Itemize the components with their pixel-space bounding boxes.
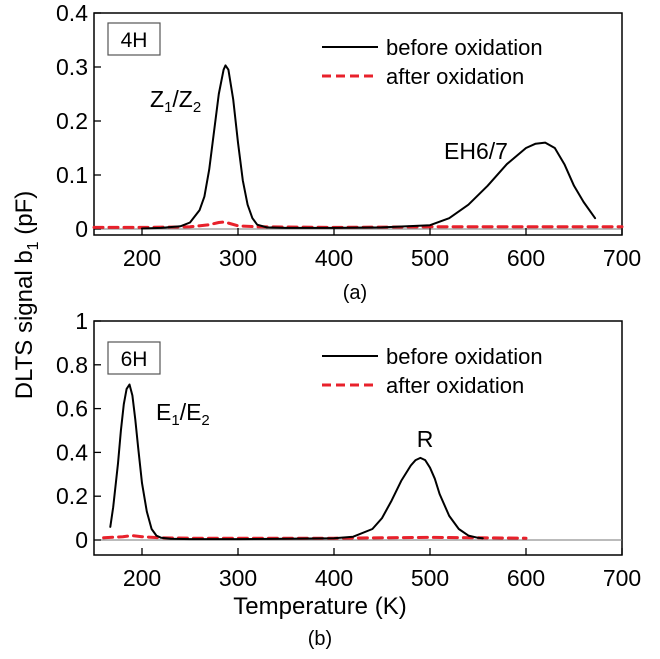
panel-b-ytick-label: 0.2 <box>56 483 88 509</box>
panel-a-xtick-label: 400 <box>315 245 353 271</box>
panel-b-polytype-text: 6H <box>121 348 148 371</box>
y-axis-label-main: DLTS signal b <box>11 250 38 399</box>
panel-a-series-before-oxidation <box>141 64 597 230</box>
panel-a-peak-label-eh67: EH6/7 <box>444 138 508 164</box>
panel-b-plot-frame <box>93 320 623 556</box>
panel-a-xtick-label: 200 <box>123 245 161 271</box>
panel-a-legend-after: after oxidation <box>386 64 524 89</box>
panel-b-polytype-box <box>107 341 161 375</box>
panel-a-ytick-label: 0.4 <box>56 0 88 26</box>
panel-a-ytick-label: 0.2 <box>56 108 88 134</box>
panel-a-caption: (a) <box>343 282 367 304</box>
panel-b-series <box>102 383 528 541</box>
panel-b-ytick-label: 0.6 <box>56 396 88 422</box>
panel-a-xtick-label: 500 <box>411 245 449 271</box>
panel-b-series-before-oxidation <box>109 383 484 541</box>
panel-a-ytick-label: 0.3 <box>56 54 88 80</box>
panel-a-polytype-text: 4H <box>121 29 148 52</box>
panel-a-x-ticks: 200 300 400 500 600 700 <box>123 228 641 271</box>
panel-b-legend-before: before oxidation <box>386 344 543 369</box>
panel-a-xtick-label: 600 <box>507 245 545 271</box>
panel-b-legend: before oxidation after oxidation <box>322 344 543 398</box>
panel-b-x-ticks: 200 300 400 500 600 700 <box>123 548 641 591</box>
panel-a: 0 0.1 0.2 0.3 0.4 200 300 400 500 600 700 4H befo… <box>56 0 641 304</box>
panel-b-xtick-label: 500 <box>411 565 449 591</box>
panel-b-y-ticks: 0 0.2 0.4 0.6 0.8 1 <box>56 308 101 553</box>
panel-b-xtick-label: 400 <box>315 565 353 591</box>
panel-a-ytick-label: 0.1 <box>56 162 88 188</box>
panel-b-peak-label-r: R <box>417 426 434 452</box>
panel-b-xtick-label: 300 <box>219 565 257 591</box>
y-axis-label-unit: (pF) <box>11 191 38 242</box>
panel-a-xtick-label: 300 <box>219 245 257 271</box>
panel-a-y-ticks: 0 0.1 0.2 0.3 0.4 <box>56 0 101 242</box>
y-axis-label: DLTS signal b1 (pF) <box>11 191 42 400</box>
panel-b-ytick-label: 0 <box>75 527 88 553</box>
panel-a-legend: before oxidation after oxidation <box>322 35 543 89</box>
x-axis-label: Temperature (K) <box>233 593 406 620</box>
panel-b-xtick-label: 700 <box>603 565 641 591</box>
panel-b-ytick-label: 0.4 <box>56 439 88 465</box>
panel-a-legend-before: before oxidation <box>386 35 543 60</box>
panel-a-ytick-label: 0 <box>75 216 88 242</box>
panel-b-caption: (b) <box>308 628 332 650</box>
panel-a-series <box>92 64 624 230</box>
panel-a-xtick-label: 700 <box>603 245 641 271</box>
panel-b-xtick-label: 200 <box>123 565 161 591</box>
panel-a-polytype-box <box>107 22 161 56</box>
panel-b-legend-after: after oxidation <box>386 373 524 398</box>
panel-b: 0 0.2 0.4 0.6 0.8 1 200 300 400 500 600 700 6H bef… <box>56 308 641 650</box>
panel-b-ytick-label: 0.8 <box>56 352 88 378</box>
y-axis-label-sub: 1 <box>25 241 42 250</box>
panel-b-xtick-label: 600 <box>507 565 545 591</box>
panel-a-plot-frame <box>93 12 623 236</box>
panel-a-peak-label-z1z2: Z1/Z2 <box>150 86 201 116</box>
panel-a-series-after-oxidation <box>92 220 624 229</box>
panel-b-ytick-label: 1 <box>75 308 88 334</box>
panel-b-peak-label-e1e2: E1/E2 <box>156 399 210 429</box>
